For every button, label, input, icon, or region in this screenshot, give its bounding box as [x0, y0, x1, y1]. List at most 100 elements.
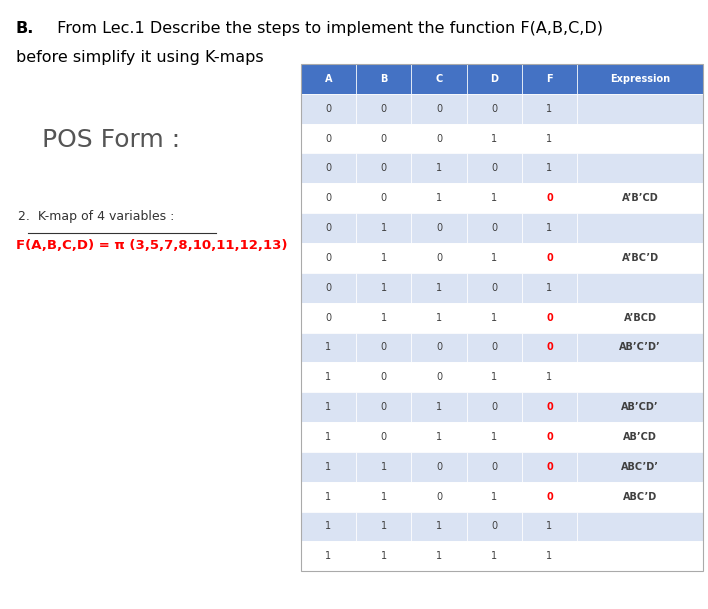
Bar [467, 153, 522, 183]
Text: 0: 0 [436, 253, 442, 263]
Bar [301, 452, 356, 482]
Bar [356, 303, 411, 333]
Bar [577, 452, 703, 482]
Text: 0: 0 [546, 342, 553, 353]
Text: 0: 0 [546, 193, 553, 203]
Bar [301, 273, 356, 303]
Bar [356, 422, 411, 452]
Bar [356, 64, 411, 94]
Bar [522, 64, 577, 94]
Bar [411, 392, 467, 422]
Bar [577, 392, 703, 422]
Text: 0: 0 [381, 133, 387, 144]
Bar [301, 392, 356, 422]
Text: 0: 0 [381, 402, 387, 412]
Text: 1: 1 [326, 372, 331, 382]
Text: 1: 1 [491, 253, 497, 263]
Text: AB’C’D’: AB’C’D’ [620, 342, 661, 353]
Bar [577, 64, 703, 94]
Bar [301, 333, 356, 362]
Bar [522, 94, 577, 124]
Bar [356, 243, 411, 273]
Bar [467, 303, 522, 333]
Bar [301, 362, 356, 392]
Text: 1: 1 [436, 163, 442, 174]
Text: 0: 0 [381, 104, 387, 114]
Bar [467, 541, 522, 571]
Bar [411, 213, 467, 243]
Text: 0: 0 [436, 133, 442, 144]
Bar [522, 452, 577, 482]
Text: 1: 1 [381, 283, 387, 293]
Text: 0: 0 [546, 402, 553, 412]
Bar [356, 183, 411, 213]
Text: 0: 0 [546, 253, 553, 263]
Bar [467, 512, 522, 541]
Bar [522, 512, 577, 541]
Bar [577, 541, 703, 571]
Bar [301, 213, 356, 243]
Text: 1: 1 [491, 432, 497, 442]
Text: 0: 0 [546, 491, 553, 502]
Bar [467, 333, 522, 362]
Bar [411, 243, 467, 273]
Bar [356, 153, 411, 183]
Text: 0: 0 [436, 491, 442, 502]
Text: AB’CD’: AB’CD’ [621, 402, 659, 412]
Bar [467, 213, 522, 243]
Text: 1: 1 [326, 432, 331, 442]
Text: 0: 0 [326, 163, 331, 174]
Text: 1: 1 [381, 312, 387, 323]
Bar [356, 333, 411, 362]
Bar [411, 422, 467, 452]
Bar [577, 303, 703, 333]
Bar [577, 333, 703, 362]
Bar [522, 183, 577, 213]
Text: 1: 1 [547, 551, 552, 561]
Text: 1: 1 [436, 283, 442, 293]
Bar [411, 94, 467, 124]
Text: 0: 0 [326, 104, 331, 114]
Text: 1: 1 [381, 551, 387, 561]
Text: A: A [325, 74, 332, 84]
Text: 1: 1 [491, 551, 497, 561]
Bar [577, 124, 703, 153]
Bar [301, 64, 703, 571]
Text: 0: 0 [491, 163, 497, 174]
Bar [467, 452, 522, 482]
Text: 0: 0 [326, 223, 331, 233]
Bar [577, 512, 703, 541]
Bar [467, 64, 522, 94]
Text: 0: 0 [546, 462, 553, 472]
Text: 0: 0 [546, 432, 553, 442]
Bar [301, 541, 356, 571]
Bar [522, 213, 577, 243]
Bar [411, 512, 467, 541]
Text: 0: 0 [326, 133, 331, 144]
Bar [301, 64, 356, 94]
Bar [522, 333, 577, 362]
Bar [411, 303, 467, 333]
Bar [577, 94, 703, 124]
Bar [411, 153, 467, 183]
Text: 0: 0 [491, 104, 497, 114]
Text: B.: B. [16, 21, 34, 37]
Bar [356, 94, 411, 124]
Text: C: C [435, 74, 442, 84]
Text: 0: 0 [381, 372, 387, 382]
Bar [411, 183, 467, 213]
Text: 0: 0 [381, 193, 387, 203]
Bar [411, 482, 467, 512]
Bar [356, 512, 411, 541]
Bar [577, 422, 703, 452]
Bar [522, 153, 577, 183]
Text: D: D [490, 74, 498, 84]
Text: 1: 1 [436, 551, 442, 561]
Text: 0: 0 [436, 372, 442, 382]
Bar [577, 213, 703, 243]
Bar [467, 124, 522, 153]
Text: 0: 0 [436, 223, 442, 233]
Bar [301, 183, 356, 213]
Bar [356, 362, 411, 392]
Bar [467, 243, 522, 273]
